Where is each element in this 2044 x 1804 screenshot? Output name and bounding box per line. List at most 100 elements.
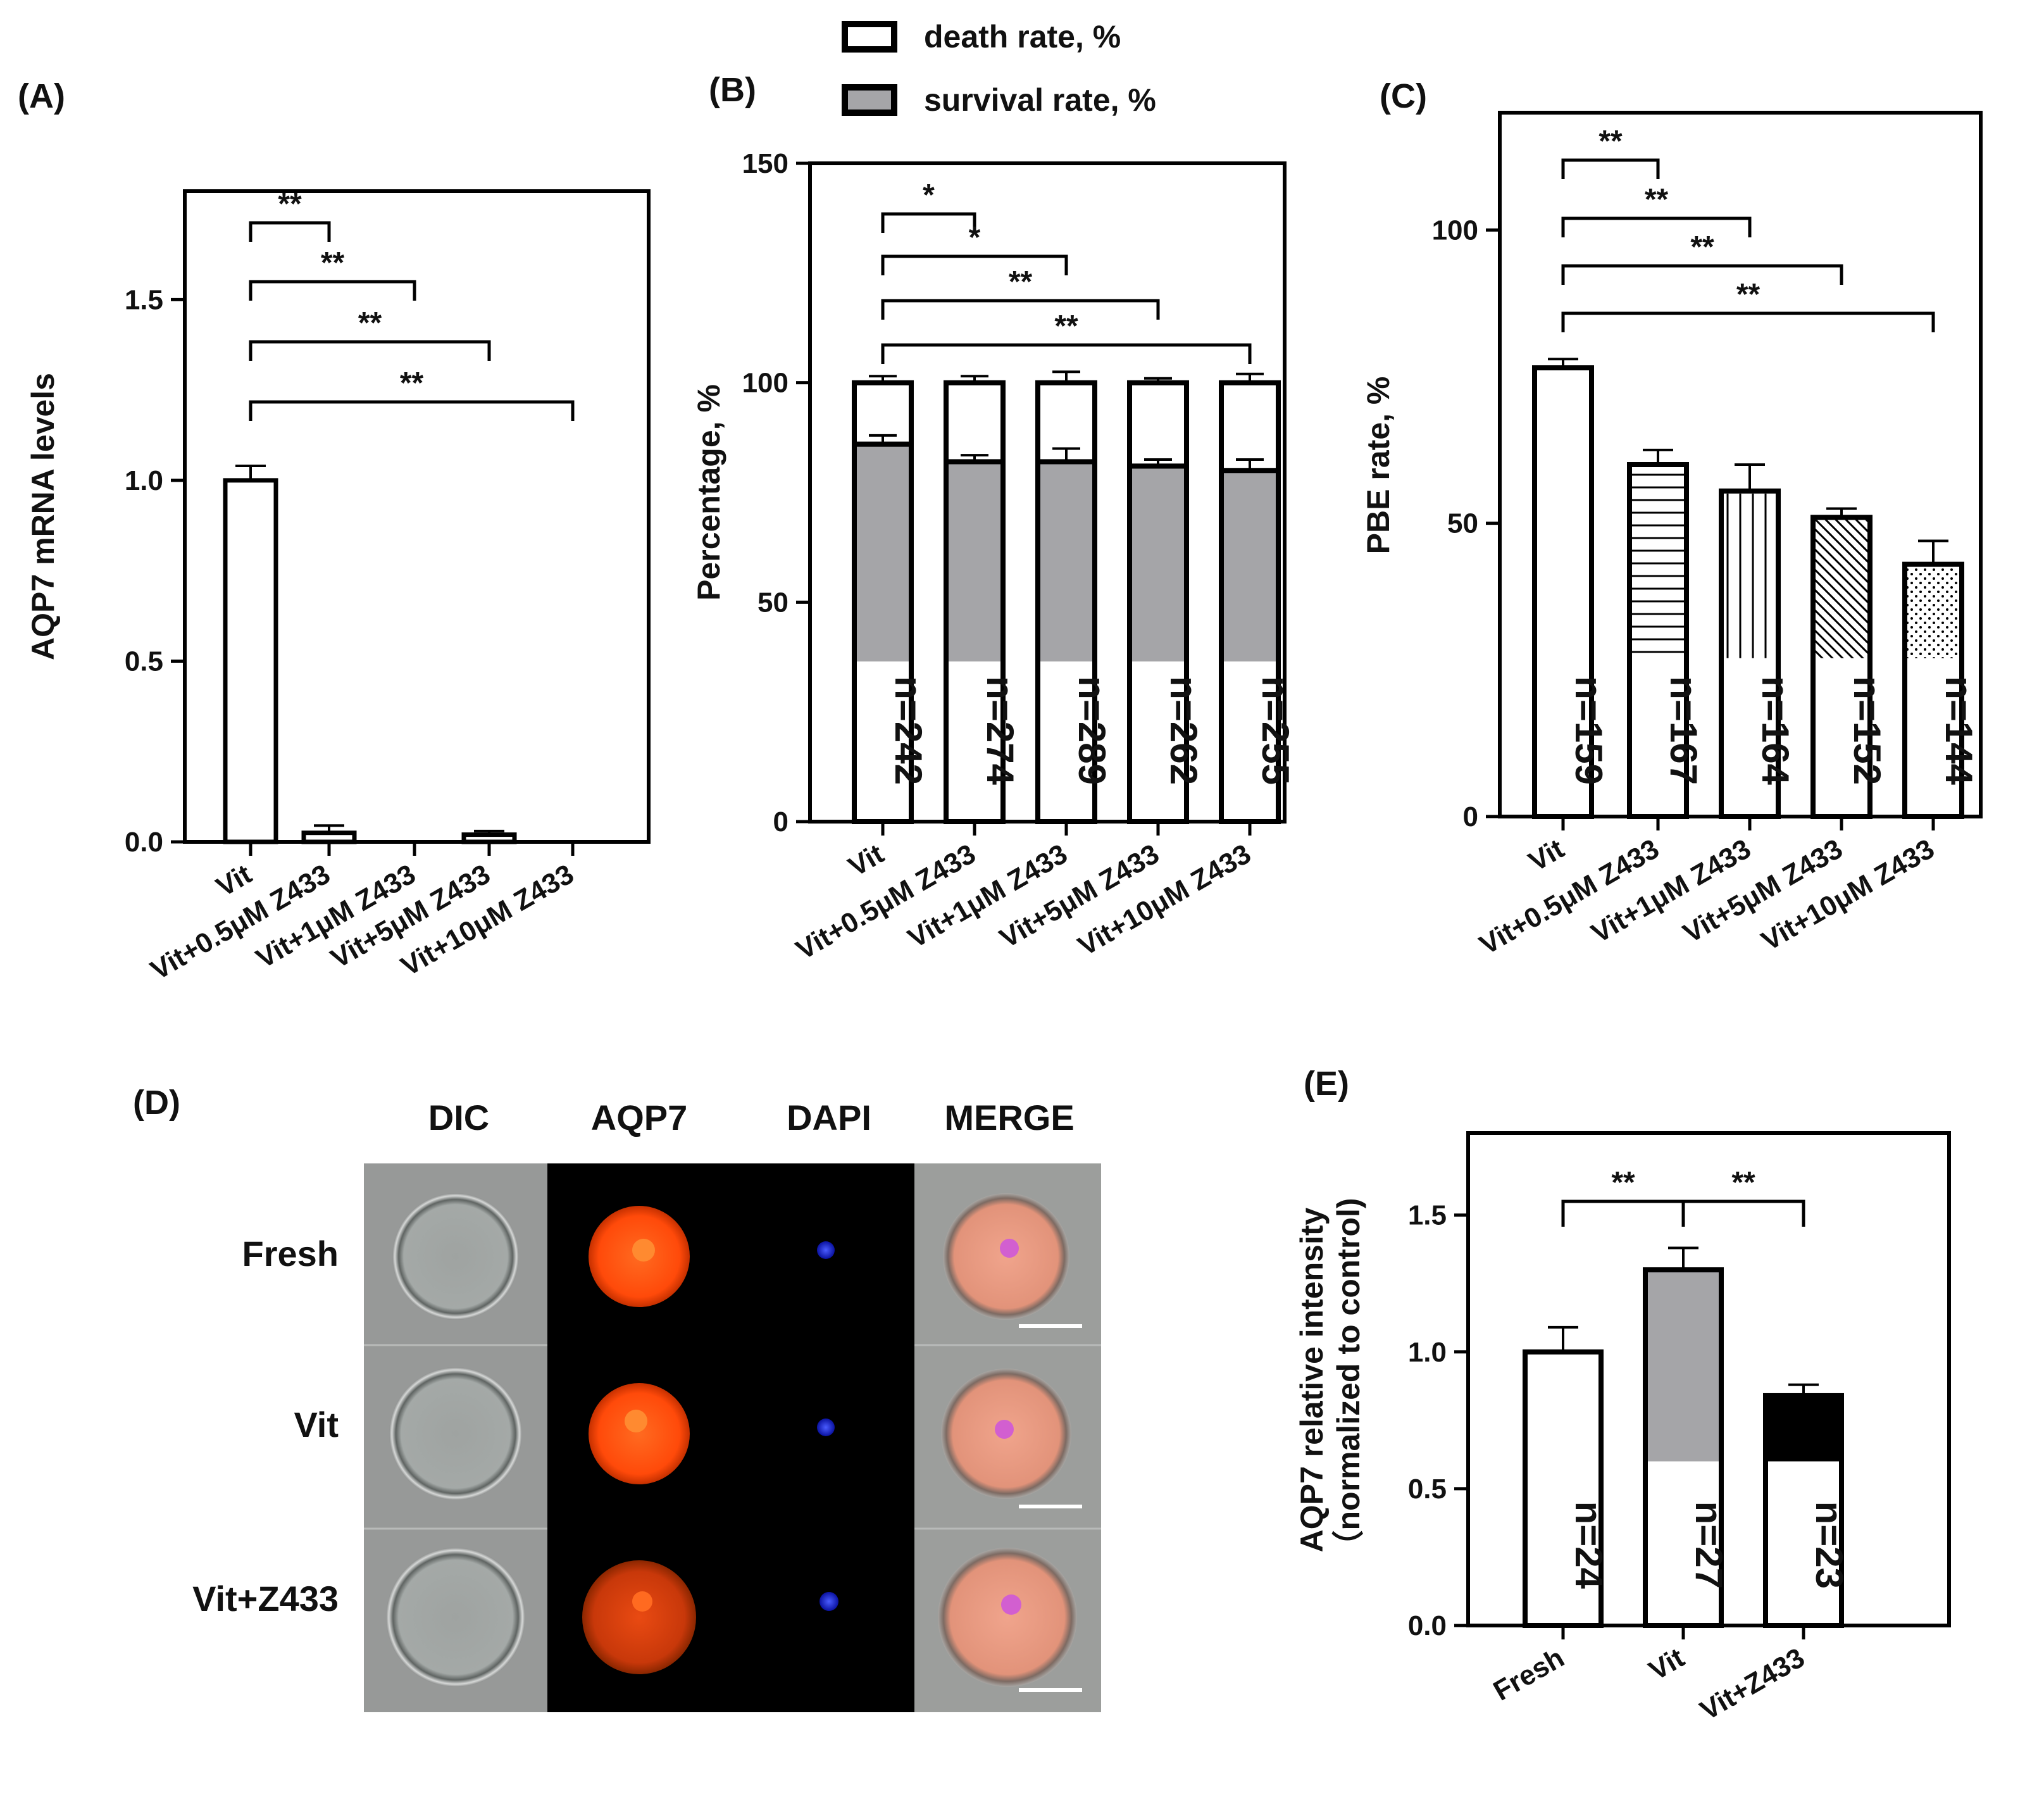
bar: [301, 830, 357, 844]
y-tick-label: 0: [773, 806, 788, 837]
significance-label: **: [1054, 310, 1078, 343]
significance-label: **: [1645, 183, 1669, 216]
bar-label-box: [1224, 661, 1276, 819]
row-label-vit: Vit: [294, 1405, 339, 1444]
y-tick-label: 1.5: [1408, 1200, 1447, 1231]
row-label-vit-z433: Vit+Z433: [192, 1579, 339, 1619]
col-label-dapi: DAPI: [787, 1098, 871, 1137]
row-label-fresh: Fresh: [242, 1234, 339, 1274]
significance-bracket: [881, 343, 1252, 364]
nucleus-aqp7-fresh: [632, 1239, 655, 1262]
significance-label: **: [358, 306, 382, 340]
bar-label-box: [1537, 658, 1589, 814]
y-axis-title-secondary: （normalized to control): [1331, 1198, 1366, 1562]
y-tick-label: 0: [1463, 801, 1478, 832]
bar-label-box: [1132, 661, 1184, 819]
bar-label-box: [949, 661, 1000, 819]
n-label: n=27: [1688, 1501, 1730, 1589]
microscopy-panel: DIC AQP7 DAPI MERGE Fresh Vit Vit+Z433: [192, 1098, 1101, 1712]
y-tick-label: 0.0: [125, 827, 163, 858]
y-tick-label: 100: [1432, 215, 1478, 246]
x-tick-label: Vit+Z433: [1695, 1642, 1810, 1726]
significance-label: **: [278, 187, 302, 221]
cell-dapi-vit: [817, 1419, 835, 1436]
bar-label-box: [1648, 1461, 1719, 1623]
significance-bracket: [1681, 1200, 1805, 1227]
bar-label-box: [1528, 1461, 1598, 1623]
y-tick-label: 150: [742, 148, 788, 179]
significance-bracket: [249, 340, 491, 361]
legend-survival-label: survival rate, %: [924, 82, 1156, 118]
significance-bracket: [1561, 216, 1752, 237]
bar-label-box: [857, 661, 909, 819]
bar-label-box: [1907, 658, 1959, 814]
bar-label-box: [1768, 1461, 1839, 1623]
bar-death-segment: [1127, 380, 1189, 469]
n-label: n=23: [1808, 1501, 1850, 1589]
n-label: n=144: [1938, 676, 1980, 785]
y-tick-label: 0.5: [1408, 1474, 1447, 1505]
y-tick-label: 50: [1447, 508, 1478, 539]
significance-bracket: [249, 221, 331, 242]
bar-label-box: [1632, 658, 1684, 814]
n-label: n=289: [1071, 676, 1113, 785]
significance-label: **: [1690, 230, 1714, 264]
panel-label-d: (D): [133, 1084, 180, 1122]
nucleus-aqp7-vit: [625, 1410, 647, 1432]
x-tick-label: Vit+1μM Z433: [1586, 833, 1756, 949]
cell-dic-fresh: [392, 1193, 519, 1320]
y-axis-title: AQP7 relative intensity: [1294, 1207, 1330, 1552]
chart-e: 0.0 0.5 1.0 1.5 AQP7 relative intensity （norm…: [1294, 1131, 1951, 1726]
bar-label-box: [1040, 661, 1092, 819]
panel-label-e: (E): [1304, 1065, 1349, 1103]
n-label: n=255: [1254, 676, 1297, 785]
cell-aqp7-vit: [589, 1383, 690, 1484]
cell-dapi-vit-z433: [819, 1592, 838, 1611]
y-tick-label: 50: [757, 587, 788, 618]
x-tick-label: Vit: [1643, 1642, 1690, 1686]
y-axis-title: PBE rate, %: [1361, 377, 1396, 554]
significance-bracket: [249, 400, 575, 421]
significance-label: **: [1731, 1166, 1755, 1200]
y-axis-title: AQP7 mRNA levels: [25, 373, 61, 660]
x-tick-label: Vit: [1523, 833, 1569, 877]
bar: [461, 832, 517, 844]
y-tick-label: 1.0: [1408, 1337, 1447, 1368]
y-tick-label: 1.5: [125, 284, 163, 315]
col-label-dic: DIC: [428, 1098, 489, 1137]
significance-label: *: [969, 221, 981, 254]
x-tick-label: Fresh: [1488, 1642, 1569, 1707]
legend: death rate, % survival rate, %: [842, 19, 1156, 118]
y-tick-label: 0.5: [125, 646, 163, 677]
significance-bracket: [1561, 158, 1660, 179]
significance-bracket: [1561, 264, 1843, 285]
legend-swatch-survival: [842, 84, 897, 116]
cell-dic-vit-z433: [386, 1548, 525, 1687]
significance-label: **: [400, 366, 424, 400]
significance-label: **: [1611, 1166, 1635, 1200]
panel-label-b: (B): [709, 71, 756, 109]
cell-merge-vit-z433: [938, 1548, 1077, 1687]
col-label-aqp7: AQP7: [591, 1098, 688, 1137]
cell-dic-vit: [389, 1367, 522, 1500]
significance-bracket: [881, 299, 1160, 320]
y-tick-label: 0.0: [1408, 1610, 1447, 1641]
n-label: n=152: [1846, 676, 1888, 785]
panel-label-a: (A): [18, 77, 65, 115]
nucleus-merge-fresh: [1000, 1239, 1019, 1258]
nucleus-aqp7-vit-z433: [632, 1591, 652, 1612]
n-label: n=242: [887, 676, 930, 785]
significance-bracket: [1561, 1200, 1685, 1227]
significance-label: **: [321, 246, 345, 280]
nucleus-merge-vit: [995, 1420, 1014, 1439]
n-label: n=274: [979, 676, 1021, 785]
n-label: n=164: [1754, 676, 1797, 785]
legend-swatch-death: [842, 21, 897, 53]
panel-label-c: (C): [1380, 77, 1427, 115]
y-axis-title: Percentage, %: [691, 384, 726, 601]
bar-death-segment: [1219, 380, 1281, 473]
x-tick-label: Vit: [211, 858, 257, 903]
